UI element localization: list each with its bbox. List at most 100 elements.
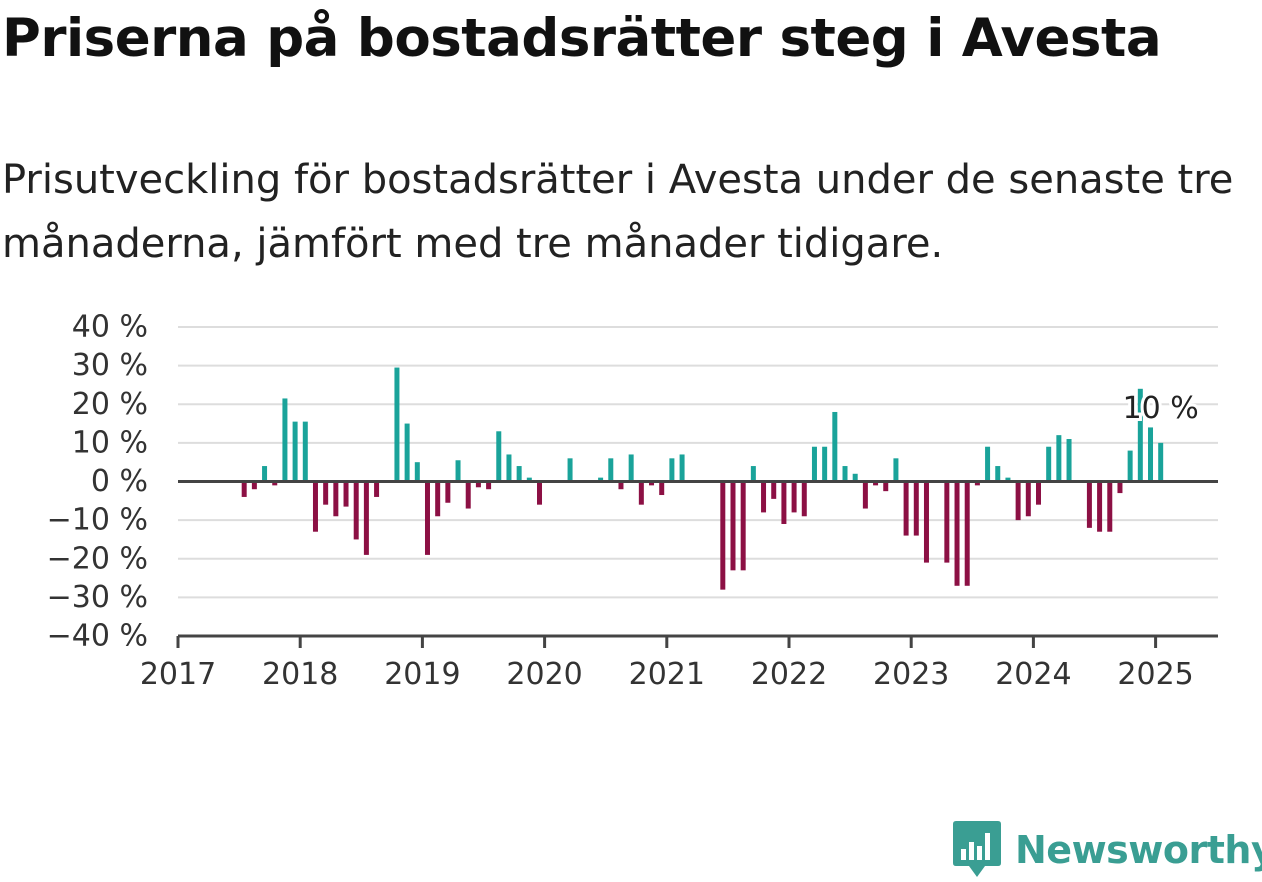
bar [628, 454, 634, 482]
bar [720, 481, 726, 590]
y-tick-label: 10 % [72, 425, 148, 460]
bar [954, 481, 960, 586]
bar [1107, 481, 1113, 532]
last-value-annotation: 10 % [1123, 391, 1199, 426]
bar [862, 481, 868, 509]
bar [526, 477, 532, 482]
bar [1137, 388, 1143, 482]
x-tick-label: 2024 [995, 657, 1071, 692]
bar [618, 481, 624, 490]
axes [176, 480, 1218, 648]
bar [302, 421, 308, 482]
bar [944, 481, 950, 563]
bar [1117, 481, 1123, 494]
y-tick-label: 20 % [72, 387, 148, 422]
bar [292, 421, 298, 482]
bar [791, 481, 797, 513]
bar [455, 460, 461, 482]
bar [740, 481, 746, 571]
bar [679, 454, 685, 482]
bar [486, 481, 492, 490]
bar [913, 481, 919, 536]
bar [1086, 481, 1092, 528]
bars [241, 367, 1164, 590]
x-tick-label: 2023 [873, 657, 949, 692]
bar [251, 481, 257, 490]
bar [496, 431, 502, 482]
bar [873, 481, 879, 486]
bar [272, 481, 278, 486]
bar [414, 462, 420, 482]
bar [333, 481, 339, 517]
bar [903, 481, 909, 536]
bar [1035, 481, 1041, 505]
bar-chart: 40 %30 %20 %10 %0 %−10 %−20 %−30 %−40 %2… [47, 310, 1218, 693]
bar [475, 481, 481, 488]
bar [343, 481, 349, 507]
bar [638, 481, 644, 505]
newsworthy-brand: Newsworthy [951, 818, 1262, 882]
chart-title: Priserna på bostadsrätter steg i Avesta [2, 8, 1162, 69]
bar [353, 481, 359, 540]
bar [832, 411, 838, 482]
bar [424, 481, 430, 555]
bar [445, 481, 451, 503]
bar [852, 473, 858, 482]
bar [649, 481, 655, 486]
bar [363, 481, 369, 555]
x-tick-label: 2020 [506, 657, 582, 692]
x-tick-label: 2025 [1117, 657, 1193, 692]
y-tick-label: −30 % [47, 580, 148, 615]
bar [1056, 435, 1062, 482]
bar [404, 423, 410, 482]
brand-name: Newsworthy [1015, 828, 1262, 872]
y-tick-label: 40 % [72, 310, 148, 345]
x-tick-label: 2018 [262, 657, 338, 692]
chart-subtitle: Prisutveckling för bostadsrätter i Avest… [2, 157, 1234, 267]
bar [842, 466, 848, 482]
bar [1127, 450, 1133, 482]
x-tick-label: 2021 [629, 657, 705, 692]
bar [1015, 481, 1021, 521]
bar [262, 466, 268, 482]
bar [1005, 477, 1011, 482]
y-tick-label: −10 % [47, 503, 148, 538]
bar [964, 481, 970, 586]
y-tick-label: 0 % [91, 464, 148, 499]
bar [985, 446, 991, 482]
bar [516, 466, 522, 482]
bar [883, 481, 889, 492]
bar [465, 481, 471, 509]
bar [435, 481, 441, 517]
bar [659, 481, 665, 496]
x-tick-label: 2022 [751, 657, 827, 692]
labels: 40 %30 %20 %10 %0 %−10 %−20 %−30 %−40 %2… [47, 310, 1202, 693]
bar [761, 481, 767, 513]
bar [394, 367, 400, 482]
x-tick-label: 2019 [384, 657, 460, 692]
bar [1158, 442, 1164, 482]
bar [598, 477, 604, 482]
bar [995, 466, 1001, 482]
bar [282, 398, 288, 482]
bar [669, 458, 675, 482]
bar [537, 481, 543, 505]
bar [567, 458, 573, 482]
newsworthy-logo-icon [953, 821, 1001, 877]
bar [893, 458, 899, 482]
bar [923, 481, 929, 563]
bar [750, 466, 756, 482]
bar [1046, 446, 1052, 482]
x-tick-label: 2017 [140, 657, 216, 692]
bar [323, 481, 329, 505]
bar [974, 481, 980, 486]
bar [374, 481, 380, 497]
bar [781, 481, 787, 524]
y-tick-label: 30 % [72, 348, 148, 383]
bar [730, 481, 736, 571]
bar [506, 454, 512, 482]
bar [801, 481, 807, 517]
y-tick-label: −20 % [47, 541, 148, 576]
bar [771, 481, 777, 499]
bar [1066, 439, 1072, 482]
